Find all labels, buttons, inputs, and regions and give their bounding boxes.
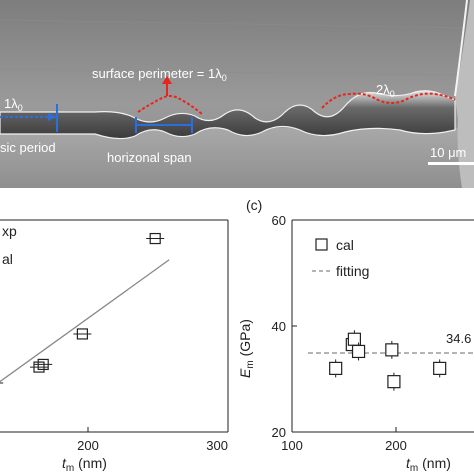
panel-c-xtick-label: 200 [385,438,407,453]
panel-c-data-point [329,361,343,375]
panel-c-xtick-label: 100 [281,438,303,453]
panel-c-fit-annotation: 34.6 [446,331,471,346]
panel-b-xtick-label: 200 [77,438,99,453]
surface-perimeter-label: surface perimeter = 1λ0 [92,66,227,83]
panel-c-legend-entry: cal [336,237,354,253]
panel-b-legend-entry: al [2,251,13,267]
panel-c-legend-marker [315,238,328,251]
panel-c-label: (c) [246,197,262,213]
panel-b-data-point [33,361,45,373]
panel-b-xtick-label: 300 [206,438,228,453]
panel-b-legend-entry: xp [2,223,17,239]
scale-bar-label: 10 μm [430,145,466,160]
two-lambda-label: 2λ0 [376,82,395,99]
panel-c-data-point [433,361,447,375]
panel-b-data-point [37,358,49,371]
sem-image: surface perimeter = 1λ0 2λ0 1λ0 sic peri… [0,0,474,188]
perimeter-arrow-head [162,76,172,84]
horizontal-span-label: horizonal span [107,150,192,165]
wrinkled-film [0,90,456,140]
panel-c-data-point [387,375,401,389]
two-lambda-curve [321,92,456,109]
panel-c-ylabel: Em (GPa) [237,319,256,378]
panel-b: 200 300 xp al tm (nm) [0,219,229,474]
panel-c-ytick-label: 20 [272,425,286,440]
panel-c-data-point [385,343,399,357]
panel-c-xlabel: tm (nm) [406,455,451,474]
panel-c-ytick-label: 60 [272,213,286,228]
one-lambda-label: 1λ0 [4,96,23,113]
panel-b-xlabel: tm (nm) [62,455,107,474]
plots-area: 200 300 xp al tm (nm) (c) 100 200 20 40 60 cal… [0,197,474,474]
panel-b-data-point [149,232,161,245]
panel-b-fit-line [0,259,170,383]
panel-c-data-point [351,344,366,359]
panel-c-legend-entry: fitting [336,263,369,279]
panel-b-data-point [76,328,89,340]
panel-c-ytick-label: 40 [272,319,286,334]
panel-c: (c) 100 200 20 40 60 cal fitting 34.6 Em (GPa… [237,197,474,474]
scale-bar [428,162,474,165]
basic-period-label: sic period [0,140,56,155]
surface-perimeter-curve [137,95,203,115]
